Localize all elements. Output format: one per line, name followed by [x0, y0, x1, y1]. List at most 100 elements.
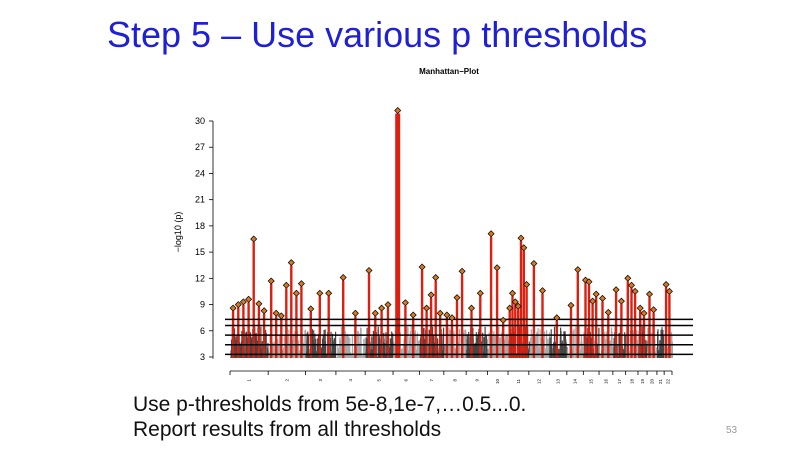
data-point [655, 354, 658, 358]
data-point [599, 355, 601, 358]
data-point [609, 342, 611, 358]
peak-marker [650, 306, 658, 314]
peak-marker [255, 300, 263, 308]
data-point [575, 326, 577, 358]
data-point [478, 346, 480, 358]
data-point [660, 348, 662, 358]
data-point [501, 338, 503, 358]
significant-bar [648, 297, 651, 358]
data-point [659, 340, 661, 358]
data-point [233, 328, 236, 358]
data-point [661, 335, 663, 358]
data-point [598, 327, 600, 358]
y-tick-label: 18 [195, 221, 205, 231]
data-point [325, 356, 327, 358]
data-point [573, 328, 575, 358]
data-point [385, 354, 387, 358]
peak-marker [662, 281, 670, 288]
peak-marker [448, 314, 456, 322]
data-point [369, 354, 371, 358]
data-point [489, 354, 491, 358]
data-point [314, 344, 316, 358]
data-point [645, 339, 647, 358]
data-point [231, 339, 233, 358]
x-tick-label: 9 [474, 379, 479, 382]
peak-marker [636, 304, 644, 312]
significant-bar [318, 296, 321, 358]
data-point [484, 326, 486, 358]
x-tick-label: 8 [453, 379, 458, 382]
data-point [635, 357, 637, 358]
data-point [529, 352, 531, 358]
peak-marker [234, 301, 242, 309]
data-point [651, 333, 653, 358]
threshold-lines [225, 318, 693, 356]
data-point [272, 353, 274, 358]
significant-bar [367, 273, 371, 358]
data-point [539, 348, 541, 358]
significant-bar [295, 296, 298, 358]
significant-bar [257, 306, 261, 358]
data-point [593, 355, 595, 358]
data-point [611, 354, 614, 358]
data-point [337, 348, 339, 358]
x-tick-label: 11 [516, 379, 521, 384]
peak-marker [499, 316, 507, 324]
data-point [538, 355, 540, 358]
peak-marker [418, 263, 426, 271]
data-point [543, 349, 546, 358]
data-point [350, 355, 352, 358]
data-point [316, 357, 318, 358]
peak-marker [401, 299, 409, 307]
data-point [611, 327, 613, 358]
data-point [277, 352, 279, 358]
data-point [553, 326, 556, 358]
significant-bar [450, 320, 454, 358]
data-point [612, 346, 614, 358]
data-point [437, 356, 439, 358]
significant-bar [439, 316, 442, 358]
data-point [431, 356, 433, 358]
peak-marker [514, 302, 522, 310]
data-point [339, 337, 341, 358]
data-point [622, 357, 624, 358]
data-point [315, 354, 317, 358]
x-tick-label: 22 [666, 379, 671, 385]
significant-bar [252, 242, 255, 358]
peak-marker [384, 301, 392, 309]
significant-bar [601, 301, 604, 358]
data-point [268, 355, 270, 358]
data-point [261, 353, 263, 358]
peak-marker [272, 309, 280, 317]
peak-marker [365, 267, 373, 274]
significant-bar [300, 286, 303, 358]
peak-marker [523, 281, 531, 288]
data-point [486, 339, 488, 358]
data-point [418, 355, 420, 358]
data-point [641, 326, 643, 358]
peak-marker [453, 294, 461, 302]
peak-marker [443, 311, 451, 319]
peak-marker [574, 266, 582, 274]
data-point [449, 356, 452, 358]
data-point [565, 342, 567, 358]
data-point [519, 342, 521, 358]
data-point [536, 353, 538, 358]
data-point [590, 337, 592, 358]
peak-marker [409, 311, 417, 319]
significant-bar [242, 304, 245, 358]
data-point [651, 357, 653, 358]
data-point [531, 341, 533, 358]
data-point [283, 347, 285, 358]
data-point [554, 355, 556, 358]
peak-marker [394, 107, 402, 114]
peak-marker [530, 260, 538, 267]
data-point [559, 353, 561, 358]
data-point [303, 343, 305, 358]
data-point [655, 347, 658, 358]
data-point [279, 345, 281, 358]
data-point [500, 349, 502, 358]
significant-bar [642, 316, 646, 358]
significant-bar [511, 296, 514, 358]
data-point [529, 343, 532, 358]
